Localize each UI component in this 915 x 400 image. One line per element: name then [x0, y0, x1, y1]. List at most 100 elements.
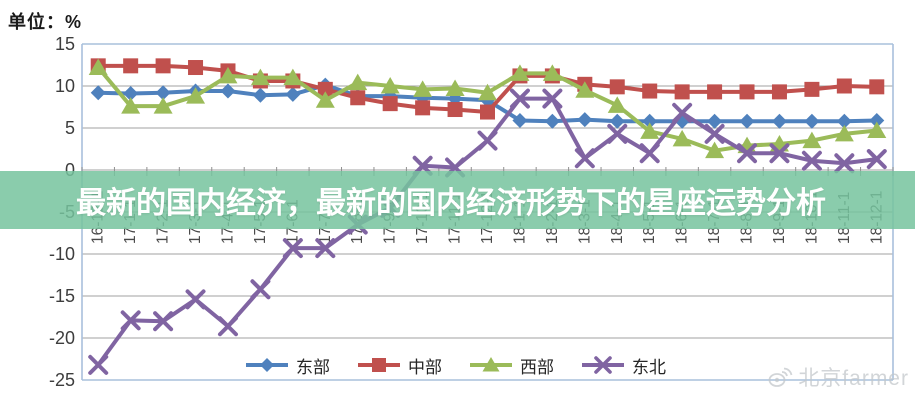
marker-square [447, 102, 463, 118]
marker-x [866, 149, 887, 170]
marker-diamond [707, 113, 723, 129]
marker-x [639, 143, 660, 164]
marker-square [869, 79, 885, 95]
marker-diamond [771, 113, 787, 129]
legend-marker-icon [358, 358, 400, 372]
marker-x [185, 289, 206, 310]
marker-triangle [478, 83, 497, 101]
weibo-watermark: 北京farmer [767, 362, 909, 392]
y-axis-tick-label: -20 [49, 328, 75, 348]
marker-triangle [834, 124, 854, 142]
marker-x [574, 148, 595, 169]
marker-diamond [155, 85, 171, 101]
marker-triangle [283, 68, 303, 86]
marker-x [769, 143, 790, 164]
marker-diamond [512, 112, 528, 128]
marker-x [217, 316, 238, 337]
chart-legend: 东部 中部 西部 东北 [244, 350, 666, 380]
legend-label: 西部 [520, 357, 554, 377]
marker-triangle [413, 80, 433, 97]
marker-diamond [90, 85, 106, 101]
marker-triangle [153, 97, 173, 114]
marker-square [609, 79, 625, 95]
marker-triangle [121, 97, 141, 114]
marker-triangle [510, 64, 530, 81]
marker-x [737, 143, 758, 164]
marker-diamond [642, 113, 658, 129]
y-axis-tick-label: 5 [65, 118, 75, 138]
marker-x [801, 150, 822, 171]
marker-x [672, 102, 693, 123]
marker-square [707, 84, 723, 100]
marker-triangle [640, 122, 660, 139]
legend-item-东部: 东部 [244, 353, 330, 378]
legend-marker-icon [470, 357, 512, 372]
marker-square [188, 60, 204, 76]
unit-label: 单位：% [8, 12, 83, 32]
marker-square [155, 58, 171, 74]
marker-square [804, 81, 820, 97]
legend-marker-icon [246, 358, 288, 372]
y-axis-tick-label: 0 [65, 160, 75, 180]
marker-square [642, 83, 658, 99]
marker-square [739, 84, 755, 100]
watermark-text: 北京farmer [798, 367, 909, 390]
marker-x [542, 88, 563, 109]
marker-triangle [542, 64, 562, 81]
y-axis-tick-label: -25 [49, 370, 75, 390]
legend-label: 东北 [632, 357, 666, 377]
marker-diamond [285, 86, 301, 102]
marker-diamond [836, 113, 852, 129]
marker-triangle [380, 77, 400, 94]
marker-triangle [445, 79, 465, 97]
marker-x [477, 130, 498, 151]
marker-triangle [348, 73, 368, 91]
marker-square [836, 78, 852, 94]
y-axis-tick-label: 15 [55, 34, 75, 54]
marker-square [317, 81, 333, 97]
marker-diamond [609, 113, 625, 129]
marker-x [120, 310, 141, 331]
marker-triangle [218, 66, 238, 84]
marker-triangle [705, 141, 725, 159]
legend-item-东北: 东北 [580, 353, 666, 378]
marker-triangle [88, 58, 108, 76]
marker-diamond [252, 87, 268, 103]
legend-label: 中部 [408, 357, 442, 377]
marker-x [834, 153, 855, 174]
marker-diamond [123, 86, 139, 102]
marker-x [153, 311, 174, 332]
marker-triangle [867, 121, 887, 139]
marker-diamond [739, 113, 755, 129]
marker-triangle [315, 91, 335, 108]
marker-triangle [607, 96, 627, 113]
marker-triangle [186, 87, 206, 104]
marker-diamond [220, 83, 236, 99]
marker-triangle [250, 68, 270, 86]
page-title: 最新的国内经济，最新的国内经济形势下的星座运势分析 [76, 187, 826, 220]
marker-triangle [672, 129, 692, 147]
y-axis-tick-label: -10 [49, 244, 75, 264]
marker-square [415, 100, 431, 116]
marker-triangle [802, 131, 822, 149]
marker-square [382, 96, 398, 112]
marker-x [509, 88, 530, 109]
marker-x [315, 238, 336, 259]
title-overlay-band: 最新的国内经济，最新的国内经济形势下的星座运势分析 [0, 171, 915, 229]
y-axis-tick-label: -15 [49, 286, 75, 306]
marker-x [88, 354, 109, 375]
marker-square [674, 84, 690, 100]
marker-square [771, 84, 787, 100]
legend-marker-icon [582, 356, 624, 374]
marker-square [350, 90, 366, 106]
marker-square [480, 104, 495, 120]
marker-diamond [869, 112, 885, 128]
marker-square [123, 58, 139, 74]
marker-x [250, 279, 271, 300]
legend-item-西部: 西部 [468, 353, 554, 378]
marker-diamond [804, 113, 820, 129]
marker-diamond [577, 112, 593, 128]
legend-item-中部: 中部 [356, 353, 442, 378]
marker-x [704, 123, 725, 144]
